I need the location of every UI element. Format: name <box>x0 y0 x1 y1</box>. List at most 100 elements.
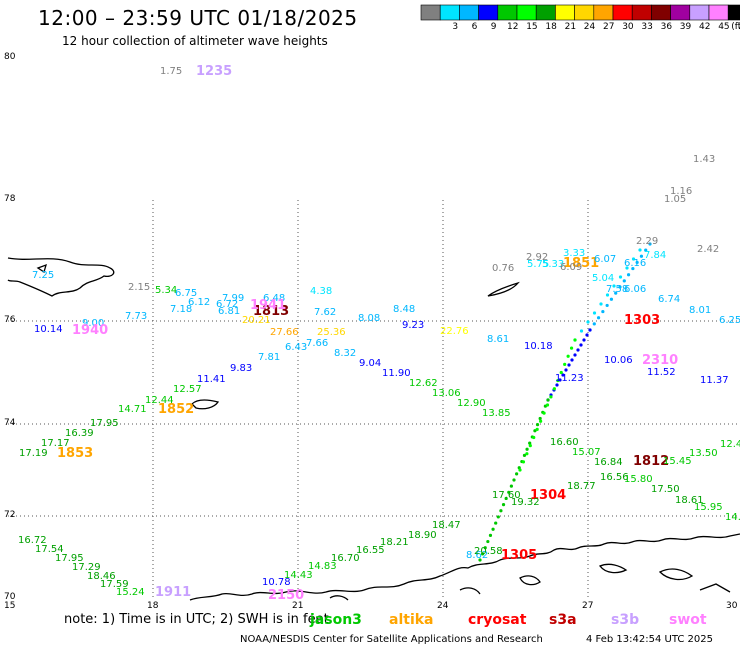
wave-height-label: 12.4 <box>720 439 740 450</box>
legend-swatch <box>497 4 518 21</box>
track-point <box>499 509 503 513</box>
track-point <box>582 338 586 342</box>
track-point <box>528 441 532 445</box>
pass-time-label: 1812 <box>633 454 670 469</box>
wave-height-label: 9.00 <box>82 318 105 329</box>
track-point <box>525 452 529 456</box>
page-title: 12:00 – 23:59 UTC 01/18/2025 <box>38 6 358 30</box>
track-point <box>504 496 508 501</box>
pass-time-label: 1305 <box>501 548 538 563</box>
wave-height-label: 11.41 <box>197 374 226 385</box>
pass-time-label: 1303 <box>624 313 661 328</box>
wave-height-label: 10.14 <box>34 324 63 335</box>
track-point <box>631 266 635 271</box>
legend-bin-label: 36 <box>660 22 673 32</box>
wave-height-label: 15.80 <box>624 474 653 485</box>
wave-height-label: 14.7 <box>725 512 740 523</box>
wave-height-label: 7.58 <box>606 284 629 295</box>
wave-height-label: 11.37 <box>700 375 729 386</box>
wave-height-label: 7.99 <box>222 293 245 304</box>
track-point <box>612 284 616 288</box>
wave-height-label: 17.95 <box>55 553 84 564</box>
track-point <box>564 368 568 372</box>
track-point <box>521 460 526 464</box>
wave-height-label: 27.66 <box>270 327 299 338</box>
wave-height-label: 6.48 <box>263 293 286 304</box>
track-point <box>639 254 644 258</box>
pass-time-label: 1911 <box>155 585 192 600</box>
track-point <box>561 373 565 377</box>
wave-height-label: 2.15 <box>128 282 151 293</box>
wave-height-label: 4.38 <box>310 286 333 297</box>
track-points <box>478 242 652 562</box>
satellite-cryosat: cryosat <box>468 612 527 628</box>
wave-height-label: 20.58 <box>474 546 503 557</box>
track-point <box>488 533 493 537</box>
track-point <box>509 484 513 488</box>
legend-bin-label: 21 <box>564 22 577 32</box>
wave-height-label: 9.83 <box>230 363 253 374</box>
track-point <box>586 320 590 324</box>
legend-swatch <box>708 4 729 21</box>
satellite-altika: altika <box>389 612 434 628</box>
wave-height-label: 5.34 <box>155 285 178 296</box>
track-point <box>512 478 516 482</box>
legend-swatch <box>612 4 633 21</box>
legend-bin-label: 12 <box>507 22 519 32</box>
pass-time-label: 1304 <box>530 488 567 503</box>
legend-swatch <box>420 4 441 21</box>
lon-label: 27 <box>582 601 594 611</box>
lat-label: 76 <box>4 315 16 325</box>
legend-swatch <box>727 4 740 21</box>
lon-label: 21 <box>292 601 304 611</box>
track-point <box>483 546 487 550</box>
wave-height-label: 6.07 <box>594 254 617 265</box>
track-point <box>555 383 559 387</box>
wave-height-label: 12.62 <box>409 378 438 389</box>
track-point <box>546 398 550 402</box>
track-point <box>552 387 556 391</box>
wave-height-label: 6.25 <box>719 315 740 326</box>
track-point <box>626 273 631 277</box>
legend-swatch <box>439 4 460 21</box>
track-point <box>535 423 540 427</box>
track-point <box>648 242 652 246</box>
legend-bin-label: 3 <box>452 22 459 32</box>
track-point <box>592 311 597 315</box>
satellite-jason3: jason3 <box>310 612 362 628</box>
lat-label: 78 <box>4 194 16 204</box>
legend-bin-label: 39 <box>679 22 692 32</box>
legend-bin-label: 30 <box>622 22 634 32</box>
track-point <box>585 333 589 337</box>
lat-label: 70 <box>4 592 16 602</box>
satellite-legend: jason3 altika cryosat s3a s3b swot <box>0 612 740 632</box>
track-point <box>601 309 605 314</box>
note-text: note: 1) Time is in UTC; 2) SWH is in fe… <box>64 612 329 627</box>
track-point <box>635 260 639 265</box>
track-point <box>625 266 629 270</box>
wave-height-label: 7.81 <box>258 352 281 363</box>
track-point <box>614 291 618 295</box>
track-point <box>631 257 636 261</box>
legend-bin-label: 45 <box>718 22 730 32</box>
wave-height-label: 8.32 <box>334 348 357 359</box>
wave-height-label: 17.95 <box>90 418 119 429</box>
wave-height-label: 6.43 <box>285 342 308 353</box>
legend-bin-label: 70 <box>737 22 740 32</box>
wave-height-label: 17.17 <box>41 438 70 449</box>
track-point <box>592 322 596 326</box>
legend-swatch <box>651 4 671 21</box>
wave-height-label: 1.43 <box>693 154 716 165</box>
wave-height-label: 11.90 <box>382 368 411 379</box>
track-point <box>638 248 642 252</box>
track-point <box>644 248 648 252</box>
wave-height-label: 6.74 <box>658 294 681 305</box>
track-point <box>525 447 529 451</box>
wave-height-label: 7.84 <box>644 250 667 261</box>
track-point <box>538 416 542 421</box>
wave-height-label: 7.18 <box>170 304 193 315</box>
satellite-s3a: s3a <box>549 612 577 628</box>
track-point <box>522 453 527 457</box>
pass-time-label: 2150 <box>268 588 305 603</box>
wave-height-label: 5.75 <box>527 259 550 270</box>
